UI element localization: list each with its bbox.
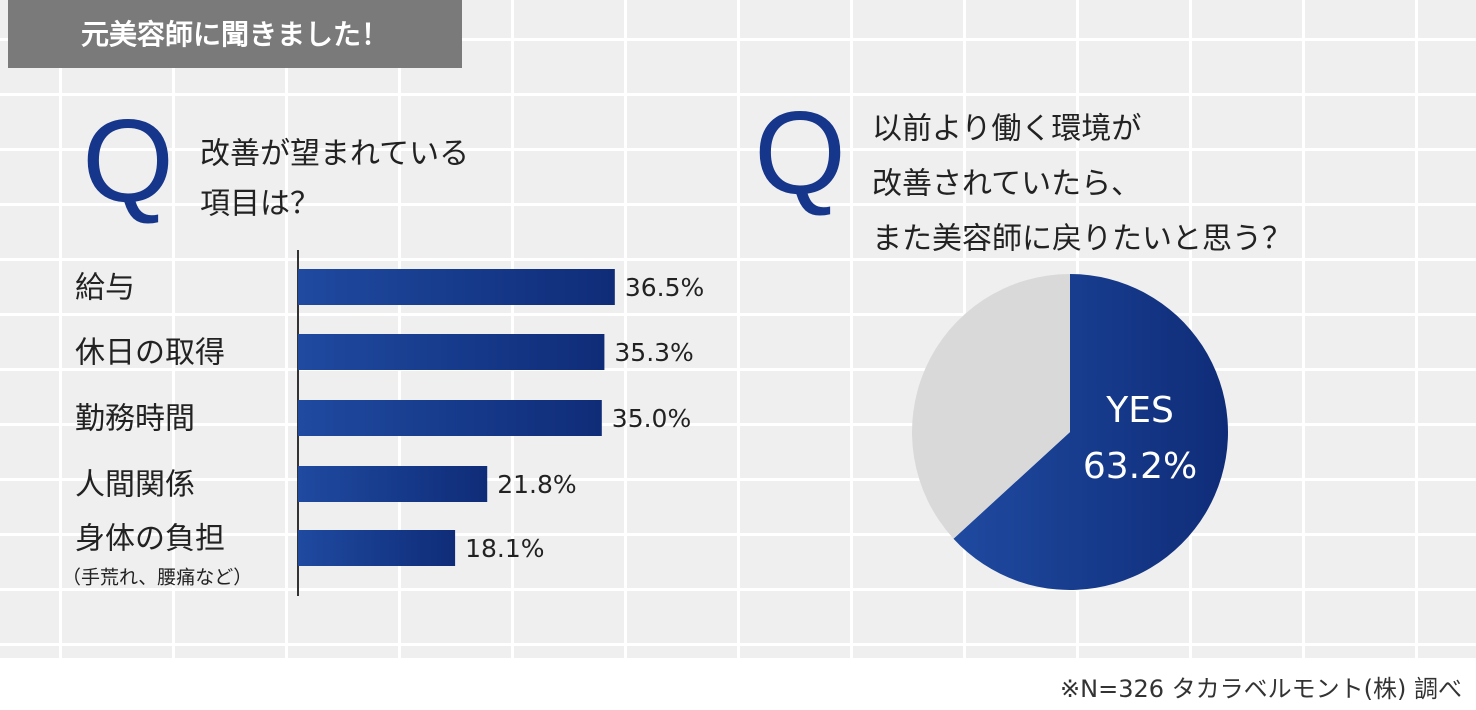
bar — [298, 466, 488, 502]
category-note: （手荒れ、腰痛など） — [62, 567, 252, 589]
q-mark: Q — [754, 87, 846, 219]
bar — [298, 334, 605, 370]
category-label: 身体の負担 — [75, 522, 225, 557]
bar — [298, 400, 602, 436]
q-mark: Q — [82, 95, 174, 227]
bar — [298, 269, 615, 305]
pie-slice — [953, 274, 1229, 590]
slice-label: YES — [1105, 390, 1174, 431]
value-label: 36.5% — [625, 273, 704, 302]
chart-title: 以前より働く環境が — [872, 112, 1141, 147]
chart-title: 改善が望まれている — [200, 137, 469, 172]
value-label: 35.0% — [612, 404, 691, 433]
banner: 元美容師に聞きました！ — [81, 18, 389, 51]
category-label: 休日の取得 — [75, 336, 225, 371]
pie-slice — [912, 274, 1070, 539]
chart-title: また美容師に戻りたいと思う？ — [872, 222, 1292, 257]
bar — [298, 530, 456, 566]
chart-title: 改善されていたら、 — [872, 167, 1141, 202]
value-label: 18.1% — [465, 534, 544, 563]
footnote: ※N=326 タカラベルモント(株) 調べ — [1060, 675, 1462, 703]
category-label: 勤務時間 — [75, 402, 195, 437]
slice-value: 63.2% — [1083, 446, 1197, 487]
banner-box — [8, 0, 462, 68]
value-label: 21.8% — [497, 470, 576, 499]
grid-background — [0, 0, 1476, 658]
category-label: 給与 — [75, 271, 135, 306]
chart-title: 項目は？ — [200, 187, 320, 222]
category-label: 人間関係 — [75, 468, 195, 503]
value-label: 35.3% — [614, 338, 693, 367]
